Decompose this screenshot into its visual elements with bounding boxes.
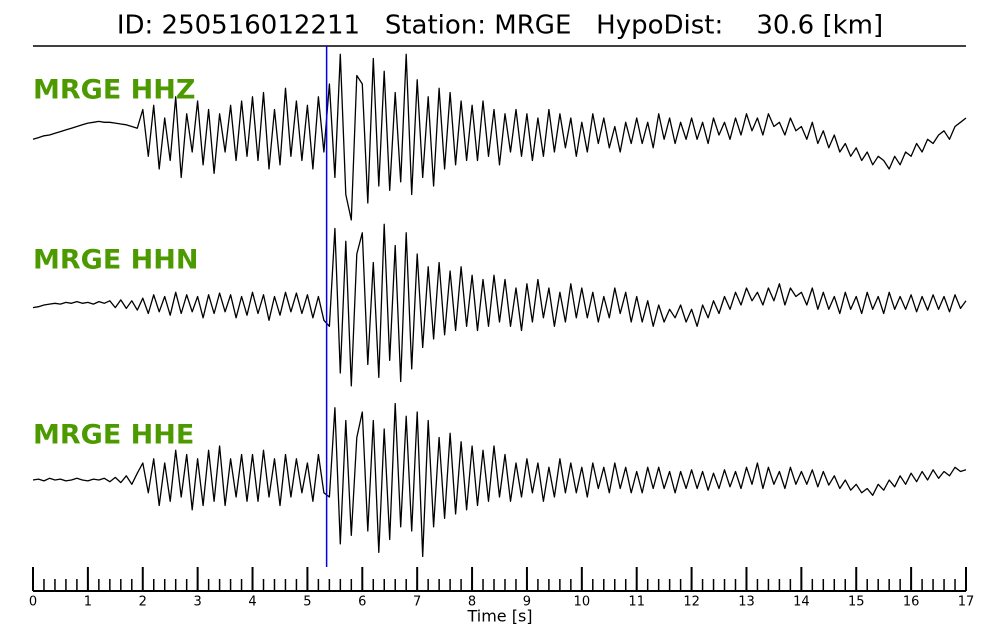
x-tick-label: 4 xyxy=(248,595,256,610)
x-tick-label: 16 xyxy=(903,595,920,610)
trace-label: MRGE HHE xyxy=(33,420,194,451)
waveform xyxy=(32,53,967,221)
x-tick-label: 12 xyxy=(683,595,700,610)
x-tick-label: 13 xyxy=(738,595,755,610)
x-tick-label: 9 xyxy=(523,595,531,610)
trace-label: MRGE HHZ xyxy=(33,75,195,106)
x-tick-label: 17 xyxy=(958,595,975,610)
x-tick-label: 5 xyxy=(303,595,311,610)
x-tick-label: 2 xyxy=(139,595,147,610)
x-tick-label: 15 xyxy=(848,595,865,610)
x-tick-label: 8 xyxy=(468,595,476,610)
x-tick-label: 6 xyxy=(358,595,366,610)
x-tick-label: 0 xyxy=(29,595,37,610)
x-tick-label: 3 xyxy=(194,595,202,610)
x-tick-label: 1 xyxy=(84,595,92,610)
chart-title: ID: 250516012211 Station: MRGE HypoDist:… xyxy=(117,11,883,41)
x-axis-label: Time [s] xyxy=(466,607,532,626)
x-tick-label: 7 xyxy=(413,595,421,610)
trace-label: MRGE HHN xyxy=(33,245,198,276)
x-tick-label: 14 xyxy=(793,595,810,610)
waveform xyxy=(32,223,967,387)
waveform xyxy=(32,402,967,558)
x-tick-label: 11 xyxy=(628,595,645,610)
x-tick-label: 10 xyxy=(574,595,591,610)
